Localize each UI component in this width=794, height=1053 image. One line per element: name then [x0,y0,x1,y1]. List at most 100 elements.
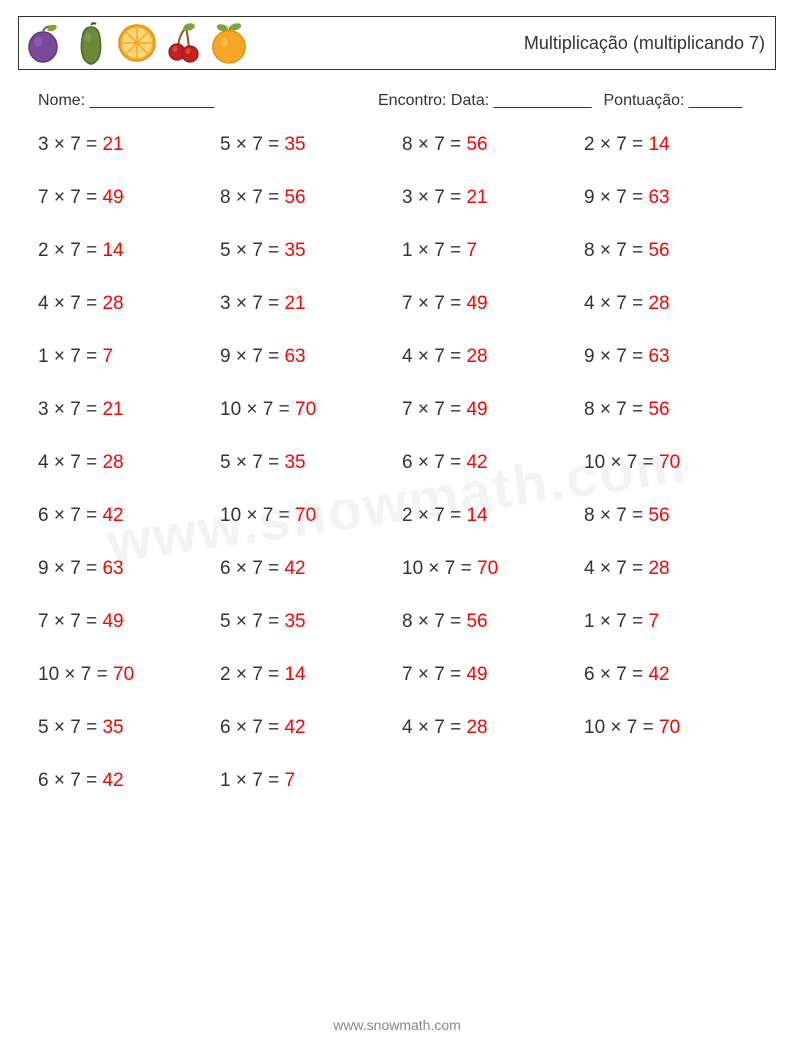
problem-expression: 10 × 7 = [584,452,659,473]
problem-cell: 7 × 7 = 49 [402,399,574,421]
problem-expression: 8 × 7 = [402,611,466,632]
problem-answer: 28 [648,293,669,314]
problem-expression: 1 × 7 = [38,346,102,367]
orange-icon [209,21,249,65]
problem-answer: 70 [295,505,316,526]
problem-answer: 42 [102,505,123,526]
problem-cell: 6 × 7 = 42 [402,452,574,474]
problem-answer: 28 [102,293,123,314]
problem-answer: 14 [284,664,305,685]
problem-expression: 5 × 7 = [220,611,284,632]
problem-expression: 10 × 7 = [220,505,295,526]
problem-cell: 8 × 7 = 56 [584,505,756,527]
problem-answer: 35 [284,240,305,261]
problem-answer: 63 [102,558,123,579]
problem-answer: 21 [102,399,123,420]
problem-cell: 4 × 7 = 28 [38,293,210,315]
problem-expression: 3 × 7 = [220,293,284,314]
cherries-icon [163,21,203,65]
problem-expression: 1 × 7 = [584,611,648,632]
problem-expression: 2 × 7 = [220,664,284,685]
problem-answer: 49 [102,611,123,632]
problem-cell: 8 × 7 = 56 [584,399,756,421]
problem-expression: 3 × 7 = [38,134,102,155]
problem-answer: 70 [295,399,316,420]
problem-answer: 42 [102,770,123,791]
problem-cell: 9 × 7 = 63 [584,346,756,368]
problem-answer: 21 [466,187,487,208]
problem-expression: 4 × 7 = [38,452,102,473]
problem-answer: 28 [466,346,487,367]
problem-cell: 8 × 7 = 56 [402,611,574,633]
problem-answer: 63 [648,187,669,208]
problem-expression: 9 × 7 = [38,558,102,579]
problem-answer: 7 [284,770,295,791]
problem-answer: 63 [284,346,305,367]
fruit-row [25,21,249,65]
problem-answer: 7 [102,346,113,367]
problem-expression: 7 × 7 = [38,611,102,632]
problem-expression: 8 × 7 = [584,399,648,420]
problem-answer: 56 [648,399,669,420]
problem-answer: 56 [284,187,305,208]
problem-expression: 3 × 7 = [402,187,466,208]
problem-cell: 2 × 7 = 14 [402,505,574,527]
problem-expression: 7 × 7 = [402,293,466,314]
problem-answer: 49 [466,399,487,420]
problem-answer: 7 [466,240,477,261]
problem-cell: 6 × 7 = 42 [38,505,210,527]
problem-expression: 3 × 7 = [38,399,102,420]
problem-answer: 28 [466,717,487,738]
problem-expression: 4 × 7 = [584,558,648,579]
problem-expression: 9 × 7 = [584,187,648,208]
problem-cell: 4 × 7 = 28 [584,558,756,580]
problem-answer: 56 [466,134,487,155]
problem-answer: 35 [284,452,305,473]
problem-cell: 10 × 7 = 70 [220,399,392,421]
problem-expression: 5 × 7 = [220,134,284,155]
problem-cell: 4 × 7 = 28 [402,717,574,739]
problem-cell: 1 × 7 = 7 [402,240,574,262]
info-row: Nome: ______________ Encontro: Data: ___… [38,92,756,110]
problem-expression: 2 × 7 = [584,134,648,155]
problem-expression: 6 × 7 = [220,558,284,579]
problem-cell [584,770,756,792]
problem-cell: 6 × 7 = 42 [220,558,392,580]
problem-cell: 8 × 7 = 56 [220,187,392,209]
problem-cell: 10 × 7 = 70 [220,505,392,527]
problem-answer: 35 [284,134,305,155]
problem-cell [402,770,574,792]
problem-answer: 7 [648,611,659,632]
problem-expression: 6 × 7 = [38,505,102,526]
problem-answer: 21 [102,134,123,155]
problem-expression: 7 × 7 = [38,187,102,208]
problem-cell: 7 × 7 = 49 [38,187,210,209]
problem-answer: 42 [466,452,487,473]
problem-cell: 4 × 7 = 28 [402,346,574,368]
problem-answer: 49 [466,293,487,314]
problem-cell: 6 × 7 = 42 [220,717,392,739]
problem-expression: 6 × 7 = [220,717,284,738]
problem-expression: 7 × 7 = [402,664,466,685]
problem-answer: 42 [284,558,305,579]
problem-cell: 7 × 7 = 49 [38,611,210,633]
problem-answer: 35 [102,717,123,738]
problem-expression: 4 × 7 = [584,293,648,314]
problem-cell: 2 × 7 = 14 [584,134,756,156]
problem-cell: 5 × 7 = 35 [220,134,392,156]
problem-answer: 14 [648,134,669,155]
plum-icon [25,21,65,65]
problem-answer: 63 [648,346,669,367]
problem-cell: 5 × 7 = 35 [220,240,392,262]
problem-cell: 4 × 7 = 28 [38,452,210,474]
problem-expression: 8 × 7 = [402,134,466,155]
problem-cell: 10 × 7 = 70 [402,558,574,580]
problem-answer: 70 [659,452,680,473]
problem-cell: 6 × 7 = 42 [38,770,210,792]
name-field: Nome: ______________ [38,92,378,110]
worksheet-title: Multiplicação (multiplicando 7) [524,33,765,54]
problem-answer: 21 [284,293,305,314]
problem-cell: 3 × 7 = 21 [38,134,210,156]
problem-expression: 8 × 7 = [220,187,284,208]
problem-cell: 3 × 7 = 21 [402,187,574,209]
